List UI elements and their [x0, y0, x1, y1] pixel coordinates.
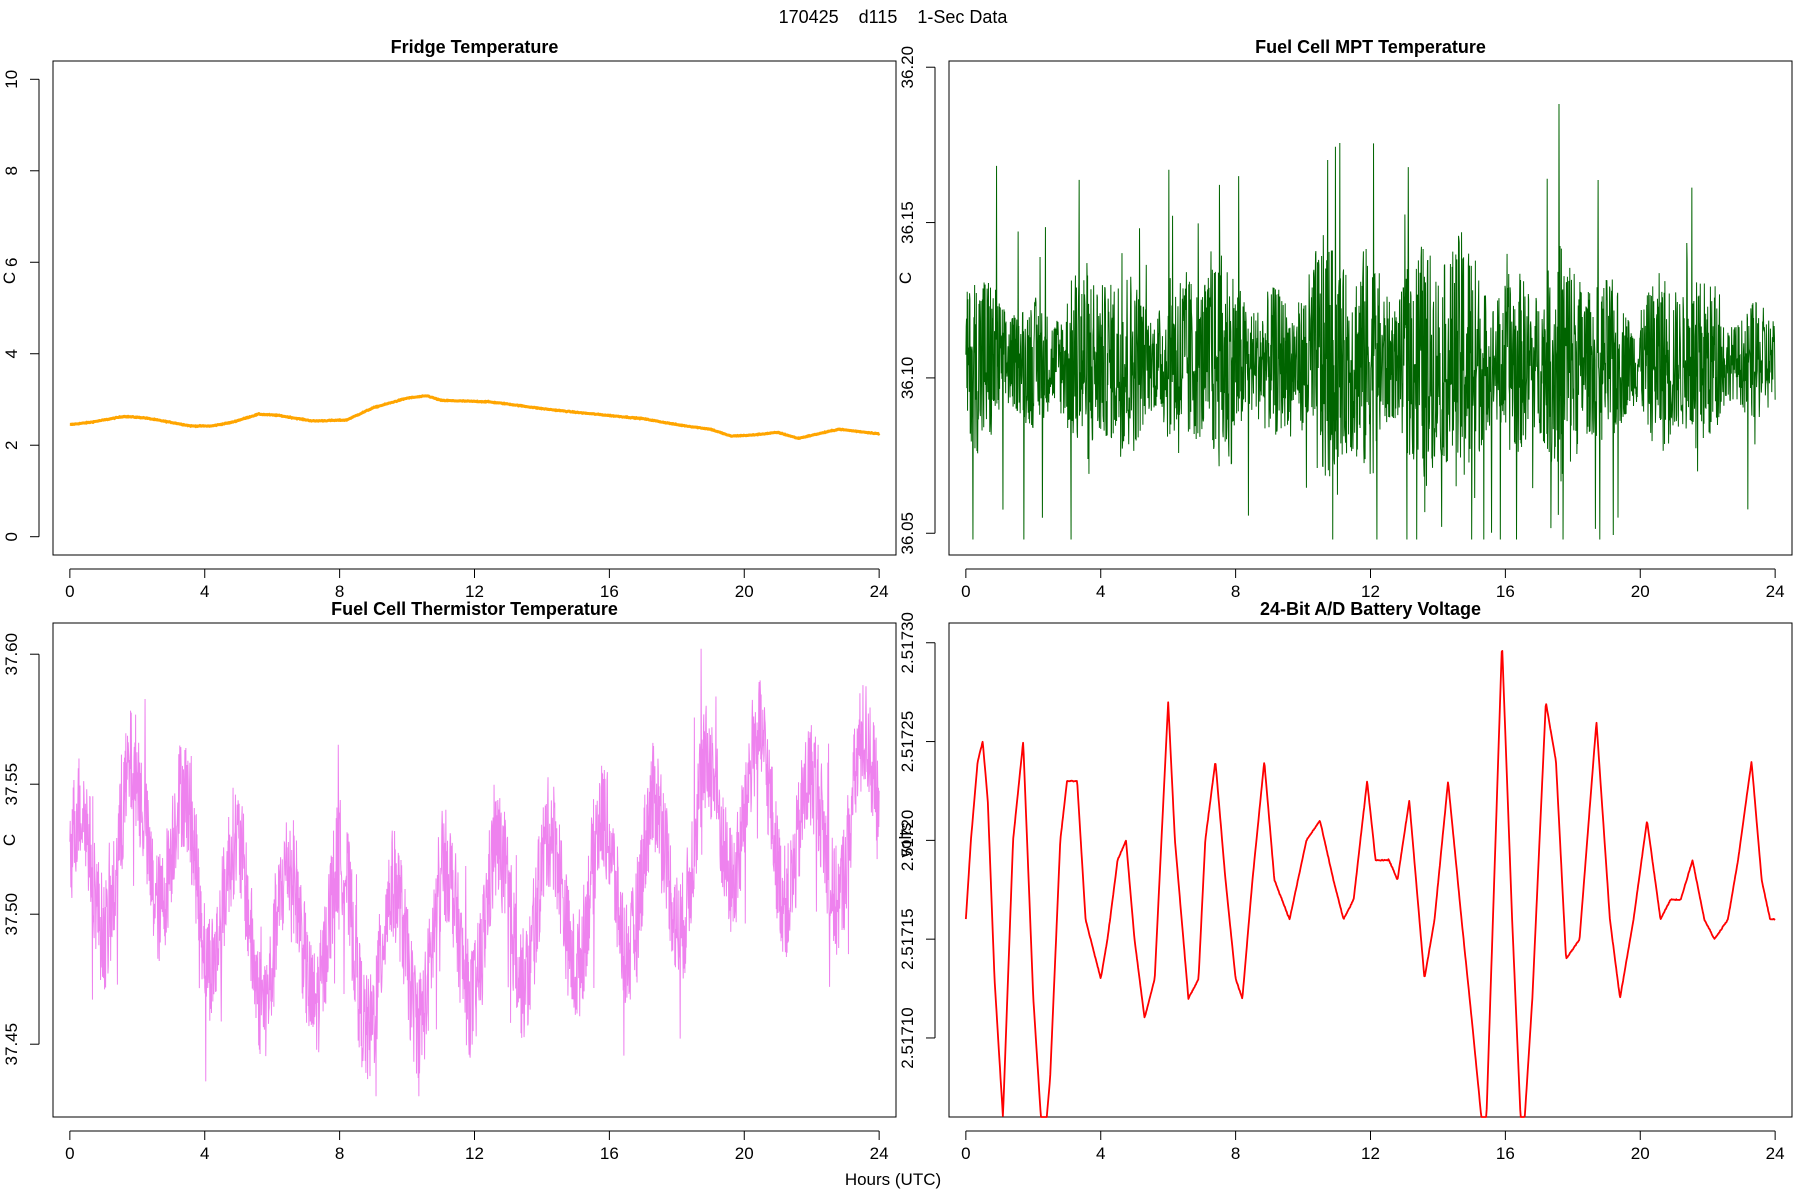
- x-tick-label: 8: [335, 582, 344, 601]
- y-tick-label: 2.51720: [898, 810, 917, 871]
- y-tick-label: 0: [2, 532, 21, 541]
- x-tick-label: 20: [1631, 1144, 1650, 1163]
- x-tick-label: 0: [961, 1144, 970, 1163]
- y-axis-label: C: [0, 272, 19, 284]
- y-tick-label: 2.51725: [898, 711, 917, 772]
- x-tick-label: 0: [961, 582, 970, 601]
- chart-panel: Fuel Cell MPT Temperature 0 4 8 12 16 20 24 36.0…: [896, 37, 1793, 601]
- plot-frame: [52, 622, 897, 1118]
- y-tick-label: 36.20: [898, 46, 917, 89]
- y-tick-label: 36.05: [898, 512, 917, 555]
- y-axis-label: C: [0, 834, 19, 846]
- y-tick-label: 37.55: [2, 763, 21, 806]
- y-tick-label: 10: [2, 70, 21, 89]
- x-tick-label: 4: [200, 1144, 209, 1163]
- chart-panel: Fuel Cell Thermistor Temperature 0 4 8 12 16 2…: [0, 599, 897, 1163]
- x-tick-label: 0: [65, 1144, 74, 1163]
- y-tick-label: 36.15: [898, 201, 917, 244]
- chart-title: Fuel Cell MPT Temperature: [1255, 37, 1486, 57]
- y-tick-label: 2: [2, 440, 21, 449]
- x-tick-label: 16: [600, 582, 619, 601]
- data-series-line: [964, 650, 1776, 1118]
- x-tick-label: 12: [1361, 582, 1380, 601]
- x-tick-label: 8: [1231, 1144, 1240, 1163]
- y-tick-label: 2.51715: [898, 908, 917, 969]
- data-series-line: [965, 103, 1776, 540]
- y-tick-label: 6: [2, 258, 21, 267]
- plot-frame: [52, 60, 897, 556]
- plot-frame: [948, 622, 1793, 1118]
- x-tick-label: 4: [1096, 1144, 1105, 1163]
- chart-title: Fuel Cell Thermistor Temperature: [331, 599, 618, 619]
- x-tick-label: 12: [465, 1144, 484, 1163]
- data-series-line: [69, 648, 880, 1097]
- x-tick-label: 16: [600, 1144, 619, 1163]
- x-tick-label: 12: [465, 582, 484, 601]
- x-tick-label: 8: [335, 1144, 344, 1163]
- x-tick-label: 24: [870, 582, 889, 601]
- y-tick-label: 36.10: [898, 357, 917, 400]
- plot-frame: [948, 60, 1793, 556]
- x-tick-label: 16: [1496, 582, 1515, 601]
- x-tick-label: 24: [870, 1144, 889, 1163]
- y-tick-label: 37.50: [2, 893, 21, 936]
- figure-xlabel: Hours (UTC): [845, 1170, 941, 1189]
- chart-title: Fridge Temperature: [391, 37, 559, 57]
- x-tick-label: 16: [1496, 1144, 1515, 1163]
- x-tick-label: 20: [735, 582, 754, 601]
- x-tick-label: 24: [1766, 582, 1785, 601]
- y-tick-label: 37.45: [2, 1023, 21, 1066]
- chart-panel: 24-Bit A/D Battery Voltage 0 4 8 12 16 20 24 2.5…: [896, 599, 1793, 1163]
- x-tick-label: 4: [1096, 582, 1105, 601]
- data-series-line: [68, 394, 881, 440]
- y-tick-label: 8: [2, 166, 21, 175]
- y-tick-label: 37.60: [2, 633, 21, 676]
- y-tick-label: 2.51710: [898, 1007, 917, 1068]
- x-tick-label: 4: [200, 582, 209, 601]
- x-tick-label: 20: [1631, 582, 1650, 601]
- chart-title: 24-Bit A/D Battery Voltage: [1260, 599, 1481, 619]
- x-tick-label: 8: [1231, 582, 1240, 601]
- y-axis-label: C: [896, 272, 915, 284]
- y-axis-label: volts: [896, 823, 915, 858]
- y-tick-label: 2.51730: [898, 612, 917, 673]
- y-tick-label: 4: [2, 349, 21, 358]
- x-tick-label: 20: [735, 1144, 754, 1163]
- x-tick-label: 12: [1361, 1144, 1380, 1163]
- x-tick-label: 24: [1766, 1144, 1785, 1163]
- figure-title: 170425 d115 1-Sec Data: [779, 7, 1009, 27]
- x-tick-label: 0: [65, 582, 74, 601]
